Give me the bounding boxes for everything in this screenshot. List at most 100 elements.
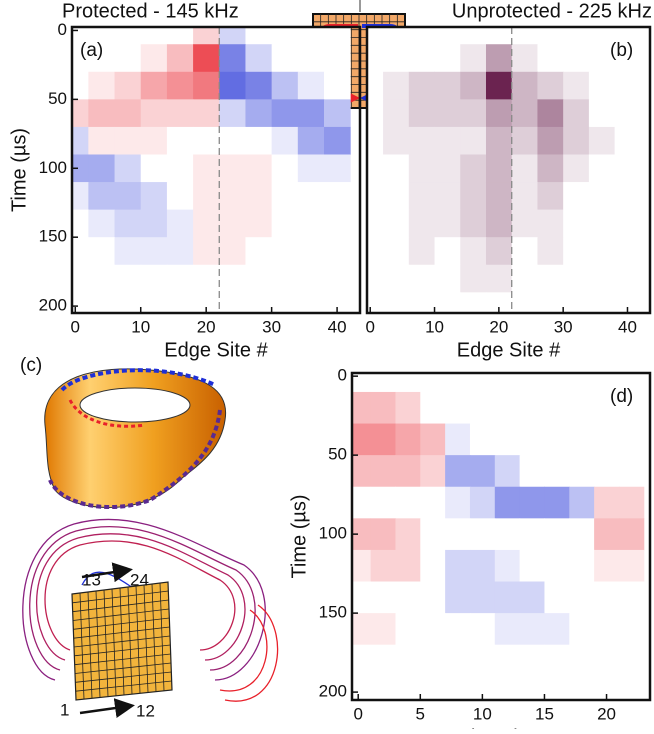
heatmap-cell (324, 264, 351, 293)
heatmap-cell (166, 154, 194, 183)
heatmap-cell (193, 182, 220, 211)
heatmap-cell (494, 581, 521, 614)
heatmap-cell (511, 154, 538, 183)
heatmap-cell (114, 209, 142, 238)
heatmap-cell (367, 27, 384, 45)
heatmap-cell (395, 391, 421, 425)
heatmap-cell (88, 209, 116, 238)
heatmap-cell (370, 373, 396, 393)
heatmap-cell (485, 99, 513, 128)
x-tick-label: 30 (554, 317, 573, 336)
heatmap-cell (271, 27, 299, 45)
heatmap-cell (72, 71, 89, 100)
heatmap-cell (420, 423, 446, 456)
heatmap-cell (563, 237, 590, 266)
heatmap-cell (485, 237, 513, 266)
heatmap-cell (219, 154, 246, 183)
heatmap-cell (434, 27, 461, 45)
heatmap-cell (367, 209, 384, 238)
heatmap-cell (352, 613, 372, 646)
heatmap-cell (460, 264, 487, 293)
heatmap-cell (324, 292, 351, 313)
x-tick-label: 20 (197, 317, 216, 336)
heatmap-cell (469, 391, 496, 425)
heatmap-cell (140, 209, 168, 238)
heatmap-cell (460, 182, 487, 211)
heatmap-cell (324, 154, 351, 183)
heatmap-cell (367, 44, 384, 73)
heatmap-cell (383, 71, 410, 100)
heatmap-cell (469, 373, 496, 393)
heatmap-cell (434, 99, 461, 128)
heatmap-cell (370, 613, 396, 646)
heatmap-cell (594, 676, 620, 700)
y-axis-label: Time (µs) (8, 128, 30, 212)
heatmap-cell (395, 581, 421, 614)
heatmap-cell (88, 71, 116, 100)
heatmap-cell (569, 373, 595, 393)
heatmap-cell (569, 486, 595, 519)
heatmap-cell (618, 549, 645, 583)
heatmap-cell (594, 549, 620, 583)
heatmap-cell (537, 44, 564, 73)
y-tick-label: 100 (319, 524, 347, 543)
heatmap-cell (511, 237, 538, 266)
heatmap-cell (519, 549, 545, 583)
heatmap-cell (166, 237, 194, 266)
heatmap-cell (420, 581, 446, 614)
heatmap-cell (614, 182, 641, 211)
heatmap-cell (569, 644, 595, 677)
heatmap-cell (537, 99, 564, 128)
heatmap-cell (140, 237, 168, 266)
heatmap-cell (140, 182, 168, 211)
heatmap-cell (588, 237, 616, 266)
heatmap-cell (72, 44, 89, 73)
heatmap-cell (193, 154, 220, 183)
heatmap-cell (245, 99, 273, 128)
heatmap-cell (445, 391, 471, 425)
heatmap-cell (511, 99, 538, 128)
heatmap-cell (271, 292, 299, 313)
heatmap-cell (324, 71, 351, 100)
x-tick-label: 5 (416, 704, 425, 723)
heatmap-cell (588, 99, 616, 128)
heatmap-cell (537, 182, 564, 211)
heatmap (367, 27, 641, 313)
heatmap-cell (72, 27, 89, 45)
site-label: 12 (136, 701, 155, 720)
heatmap-cell (563, 154, 590, 183)
heatmap-cell (88, 126, 116, 155)
heatmap-cell (408, 237, 436, 266)
heatmap-cell (88, 292, 116, 313)
heatmap-cell (537, 27, 564, 45)
heatmap-cell (460, 126, 487, 155)
heatmap-cell (614, 126, 641, 155)
heatmap-cell (588, 264, 616, 293)
heatmap-cell (370, 644, 396, 677)
heatmap-cell (219, 27, 246, 45)
heatmap-cell (511, 292, 538, 313)
heatmap-cell (140, 154, 168, 183)
heatmap-cell (614, 264, 641, 293)
heatmap-cell (594, 581, 620, 614)
heatmap-cell (537, 126, 564, 155)
heatmap-cell (563, 99, 590, 128)
heatmap-cell (420, 518, 446, 551)
heatmap-cell (370, 455, 396, 488)
heatmap-cell (166, 126, 194, 155)
heatmap-cell (420, 613, 446, 646)
heatmap-cell (445, 613, 471, 646)
heatmap-cell (614, 44, 641, 73)
y-axis-label: Time (µs) (288, 494, 310, 578)
heatmap-cell (140, 44, 168, 73)
heatmap-cell (618, 644, 645, 677)
heatmap-cell (588, 71, 616, 100)
heatmap-cell (395, 373, 421, 393)
heatmap-cell (140, 126, 168, 155)
heatmap-cell (494, 518, 521, 551)
heatmap-cell (271, 99, 299, 128)
heatmap-cell (569, 423, 595, 456)
heatmap-cell (352, 455, 372, 488)
heatmap-cell (219, 44, 246, 73)
heatmap-cell (614, 209, 641, 238)
